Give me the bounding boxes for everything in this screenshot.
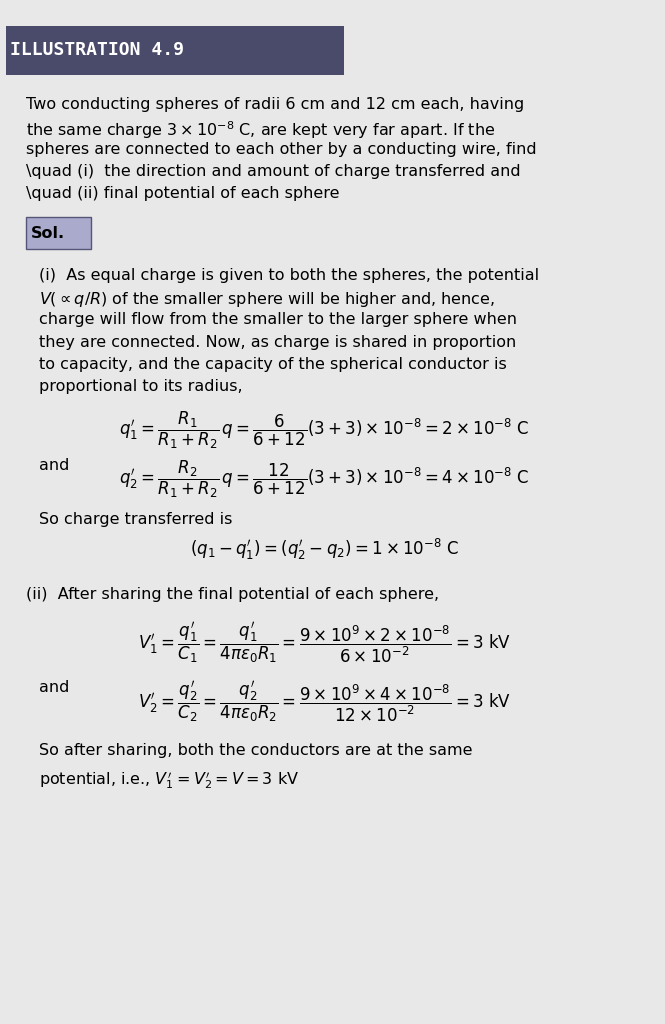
Text: \quad (ii) final potential of each sphere: \quad (ii) final potential of each spher…	[26, 186, 339, 201]
FancyBboxPatch shape	[7, 26, 344, 75]
Text: Two conducting spheres of radii 6 cm and 12 cm each, having: Two conducting spheres of radii 6 cm and…	[26, 97, 524, 113]
Text: So after sharing, both the conductors are at the same: So after sharing, both the conductors ar…	[39, 743, 472, 758]
Text: $V_1' = \dfrac{q_1'}{C_1} = \dfrac{q_1'}{4\pi\varepsilon_0 R_1} = \dfrac{9 \time: $V_1' = \dfrac{q_1'}{C_1} = \dfrac{q_1'}…	[138, 622, 511, 667]
Text: to capacity, and the capacity of the spherical conductor is: to capacity, and the capacity of the sph…	[39, 356, 507, 372]
Text: So charge transferred is: So charge transferred is	[39, 512, 232, 527]
Text: $V_2' = \dfrac{q_2'}{C_2} = \dfrac{q_2'}{4\pi\varepsilon_0 R_2} = \dfrac{9 \time: $V_2' = \dfrac{q_2'}{C_2} = \dfrac{q_2'}…	[138, 680, 511, 725]
Text: charge will flow from the smaller to the larger sphere when: charge will flow from the smaller to the…	[39, 312, 517, 328]
Text: and: and	[39, 680, 69, 694]
Text: potential, i.e., $V_1' = V_2' = V = 3$ kV: potential, i.e., $V_1' = V_2' = V = 3$ k…	[39, 769, 299, 791]
Text: $q_2' = \dfrac{R_2}{R_1 + R_2}\, q = \dfrac{12}{6+12}(3+3) \times 10^{-8} = 4 \t: $q_2' = \dfrac{R_2}{R_1 + R_2}\, q = \df…	[120, 459, 530, 500]
Text: ILLUSTRATION 4.9: ILLUSTRATION 4.9	[10, 41, 184, 59]
Text: Sol.: Sol.	[31, 225, 65, 241]
FancyBboxPatch shape	[26, 217, 91, 250]
Text: the same charge $3 \times 10^{-8}$ C, are kept very far apart. If the: the same charge $3 \times 10^{-8}$ C, ar…	[26, 120, 495, 141]
Text: spheres are connected to each other by a conducting wire, find: spheres are connected to each other by a…	[26, 141, 537, 157]
Text: $(q_1 - q_1') = (q_2' - q_2) = 1 \times 10^{-8}$ C: $(q_1 - q_1') = (q_2' - q_2) = 1 \times …	[190, 537, 460, 562]
Text: proportional to its radius,: proportional to its radius,	[39, 379, 243, 394]
Text: $q_1' = \dfrac{R_1}{R_1 + R_2}\, q = \dfrac{6}{6+12}(3+3) \times 10^{-8} = 2 \ti: $q_1' = \dfrac{R_1}{R_1 + R_2}\, q = \df…	[120, 410, 530, 451]
Text: \quad (i)  the direction and amount of charge transferred and: \quad (i) the direction and amount of ch…	[26, 164, 521, 179]
Text: $V(\propto q/R)$ of the smaller sphere will be higher and, hence,: $V(\propto q/R)$ of the smaller sphere w…	[39, 290, 495, 309]
Text: they are connected. Now, as charge is shared in proportion: they are connected. Now, as charge is sh…	[39, 335, 516, 349]
Text: (ii)  After sharing the final potential of each sphere,: (ii) After sharing the final potential o…	[26, 587, 439, 602]
Text: (i)  As equal charge is given to both the spheres, the potential: (i) As equal charge is given to both the…	[39, 268, 539, 283]
Text: and: and	[39, 459, 69, 473]
